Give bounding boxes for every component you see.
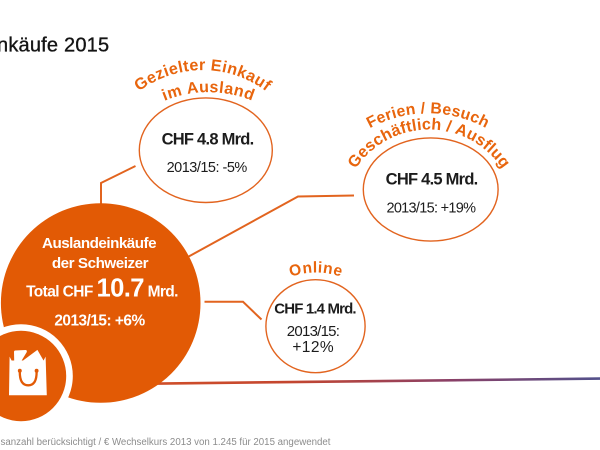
svg-text:Online: Online: [287, 259, 345, 280]
svg-text:CHF 4.8 Mrd.: CHF 4.8 Mrd.: [162, 131, 254, 149]
svg-text:2013/15: -5%: 2013/15: -5%: [167, 160, 248, 176]
svg-text:sanzahl berücksichtigt / € Wec: sanzahl berücksichtigt / € Wechselkurs 2…: [1, 437, 331, 448]
svg-text:nkäufe 2015: nkäufe 2015: [0, 35, 109, 57]
svg-text:2013/15:: 2013/15:: [287, 323, 339, 340]
svg-text:+12%: +12%: [292, 339, 334, 356]
svg-text:2013/15: +19%: 2013/15: +19%: [386, 201, 476, 217]
svg-text:CHF 4.5 Mrd.: CHF 4.5 Mrd.: [386, 171, 478, 189]
svg-text:Auslandeinkäufe: Auslandeinkäufe: [42, 235, 156, 252]
svg-text:2013/15: +6%: 2013/15: +6%: [54, 313, 145, 330]
svg-text:CHF 1.4 Mrd.: CHF 1.4 Mrd.: [274, 301, 356, 318]
svg-text:der Schweizer: der Schweizer: [52, 255, 149, 272]
